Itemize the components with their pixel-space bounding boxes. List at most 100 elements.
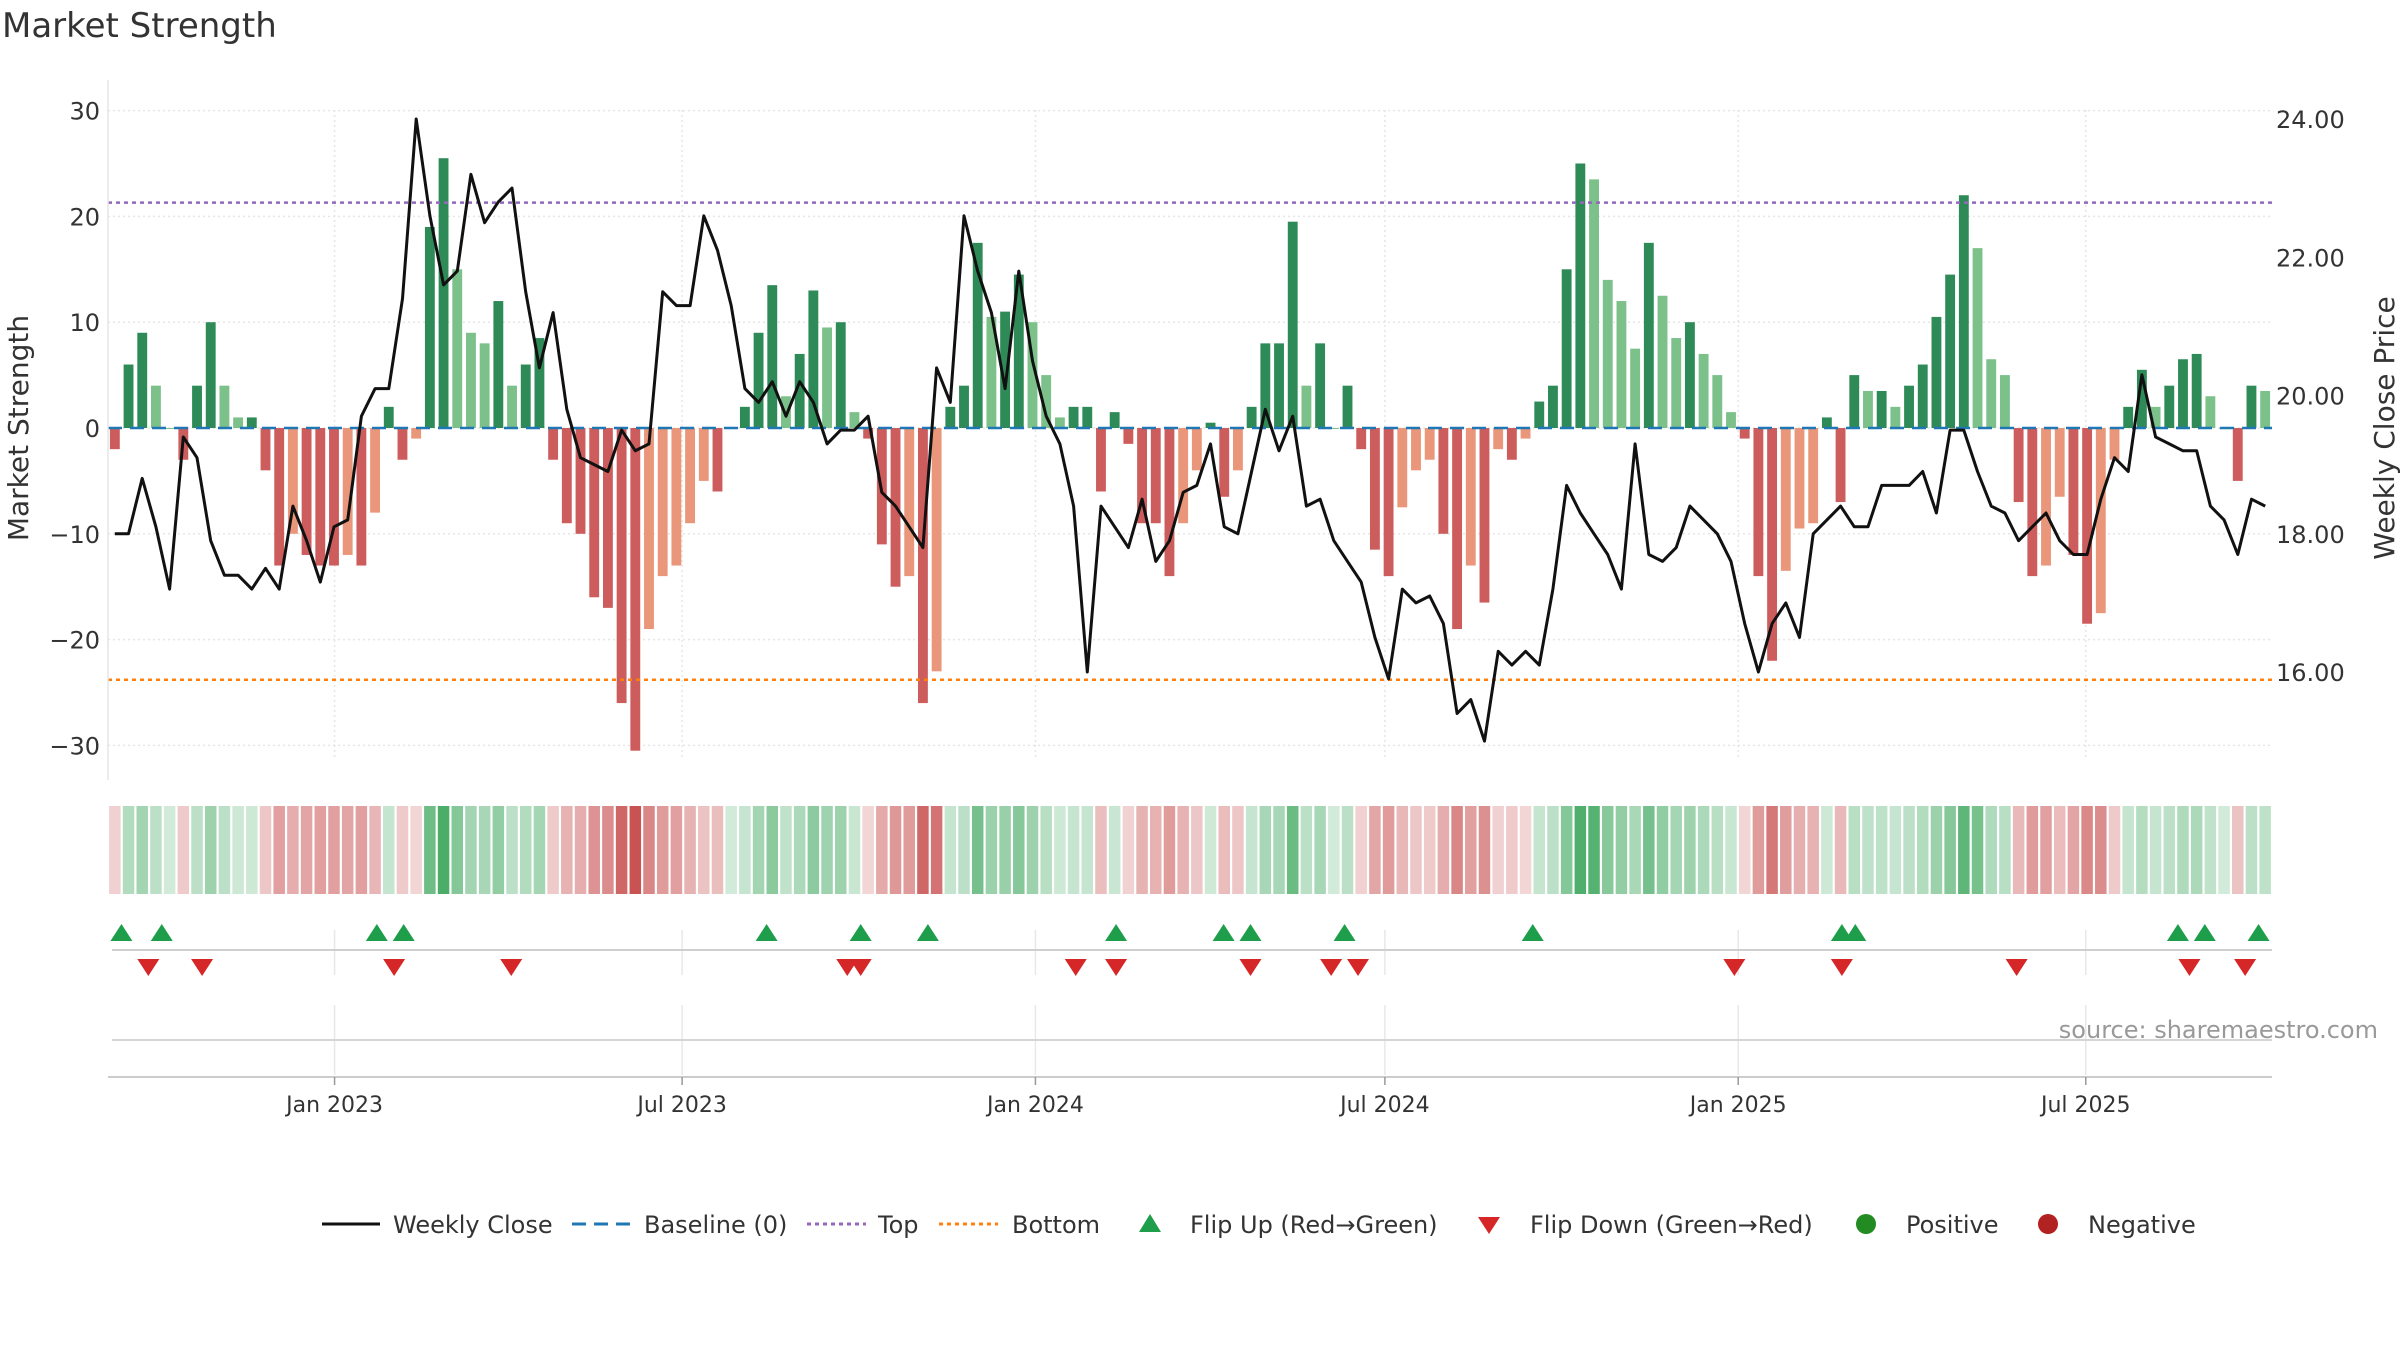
- heat-cell: [1355, 806, 1367, 894]
- strength-bar: [1972, 248, 1983, 428]
- heat-cell: [793, 806, 806, 894]
- strength-bar: [164, 428, 175, 429]
- heat-cell: [834, 806, 847, 894]
- strength-bar: [493, 301, 504, 428]
- heat-cell: [410, 806, 422, 894]
- heat-cell: [971, 806, 984, 894]
- heat-cell: [917, 806, 929, 894]
- strength-bar: [137, 332, 148, 428]
- strength-bar: [863, 428, 874, 439]
- strength-bar: [1726, 412, 1736, 428]
- strength-bar: [1506, 428, 1517, 460]
- heat-cell: [1136, 806, 1148, 894]
- strength-heat-strip: [109, 806, 2271, 894]
- heat-cell: [2053, 806, 2066, 894]
- heat-cell: [1684, 806, 1696, 894]
- heat-cell: [1108, 806, 1121, 894]
- heat-cell: [1752, 806, 1765, 894]
- y-tick-label-left: −10: [49, 521, 100, 549]
- strength-bar: [1328, 428, 1339, 429]
- strength-bar: [1931, 316, 1942, 428]
- strength-bar: [2123, 406, 2134, 428]
- heat-cell: [1451, 806, 1463, 894]
- heat-cell: [739, 806, 751, 894]
- strength-bar: [1068, 406, 1079, 428]
- strength-bar: [109, 428, 120, 450]
- strength-bar: [1274, 343, 1284, 428]
- heat-cell: [533, 806, 546, 894]
- strength-bar: [479, 343, 490, 428]
- legend-label: Positive: [1906, 1211, 1999, 1239]
- flip-down-marker: [1830, 959, 1853, 976]
- strength-bar: [1671, 338, 1682, 428]
- strength-bar: [1520, 428, 1531, 439]
- heat-cell: [1574, 806, 1587, 894]
- flip-down-marker: [1723, 959, 1746, 976]
- strength-bar: [438, 158, 449, 428]
- heat-cell: [273, 806, 285, 894]
- strength-bar: [2082, 428, 2093, 624]
- y-tick-label-right: 18.00: [2276, 521, 2345, 549]
- y-tick-label-left: −20: [49, 627, 100, 655]
- strength-bar: [452, 269, 463, 428]
- flip-down-marker: [1347, 959, 1370, 976]
- heat-cell: [780, 806, 792, 894]
- heat-cell: [1807, 806, 1819, 894]
- heat-cell: [1259, 806, 1272, 894]
- flip-down-marker: [1239, 959, 1262, 976]
- strength-bar: [2191, 353, 2202, 428]
- strength-bar: [1383, 428, 1394, 577]
- strength-bar: [1630, 348, 1641, 428]
- heat-cell: [1670, 806, 1682, 894]
- heat-cell: [1588, 806, 1600, 894]
- heat-cell: [1341, 806, 1354, 894]
- heat-cell: [1971, 806, 1984, 894]
- strength-bar: [1164, 428, 1175, 577]
- strength-bar: [397, 428, 408, 460]
- strength-bar: [2068, 428, 2079, 555]
- strength-bar: [151, 385, 161, 428]
- heat-cell: [1095, 806, 1107, 894]
- legend-label: Top: [877, 1211, 919, 1239]
- strength-bar: [1082, 406, 1093, 428]
- heat-cell: [1492, 806, 1504, 894]
- heat-cell: [1204, 806, 1217, 894]
- strength-bar: [1767, 428, 1778, 661]
- strength-bar: [1890, 406, 1901, 428]
- x-tick-label: Jan 2023: [284, 1093, 383, 1118]
- flip-down-marker: [1064, 959, 1087, 976]
- heat-cell: [1300, 806, 1313, 894]
- heat-cell: [1026, 806, 1039, 894]
- strength-bar: [1821, 417, 1832, 428]
- heat-cell: [1930, 806, 1943, 894]
- heat-cell: [1780, 806, 1792, 894]
- strength-bar: [630, 428, 641, 751]
- heat-cell: [1999, 806, 2011, 894]
- heat-cell: [1697, 806, 1710, 894]
- strength-bar: [301, 428, 312, 555]
- heat-cell: [1547, 806, 1559, 894]
- heat-cell: [1423, 806, 1436, 894]
- strength-bar: [1041, 375, 1052, 428]
- heat-cell: [2245, 806, 2258, 894]
- heat-cell: [163, 806, 176, 894]
- strength-bar: [1684, 322, 1695, 428]
- flip-up-marker: [1105, 924, 1128, 941]
- strength-bar: [698, 428, 709, 481]
- heat-cell: [821, 806, 833, 894]
- heat-cell: [1533, 806, 1546, 894]
- legend-label: Flip Down (Green→Red): [1530, 1211, 1813, 1239]
- heat-cell: [2067, 806, 2080, 894]
- heat-cell: [122, 806, 135, 894]
- legend-label: Weekly Close: [393, 1211, 553, 1239]
- strength-bar: [945, 406, 956, 428]
- heat-cell: [889, 806, 902, 894]
- strength-bar: [2246, 385, 2257, 428]
- flip-down-marker: [191, 959, 214, 976]
- strength-bar: [548, 428, 559, 460]
- x-tick-label: Jul 2025: [2039, 1093, 2131, 1118]
- flip-up-marker: [916, 924, 939, 941]
- strength-bar: [2013, 428, 2024, 503]
- strength-bar: [411, 428, 422, 439]
- y-axis-label-right: Weekly Close Price: [2368, 296, 2400, 559]
